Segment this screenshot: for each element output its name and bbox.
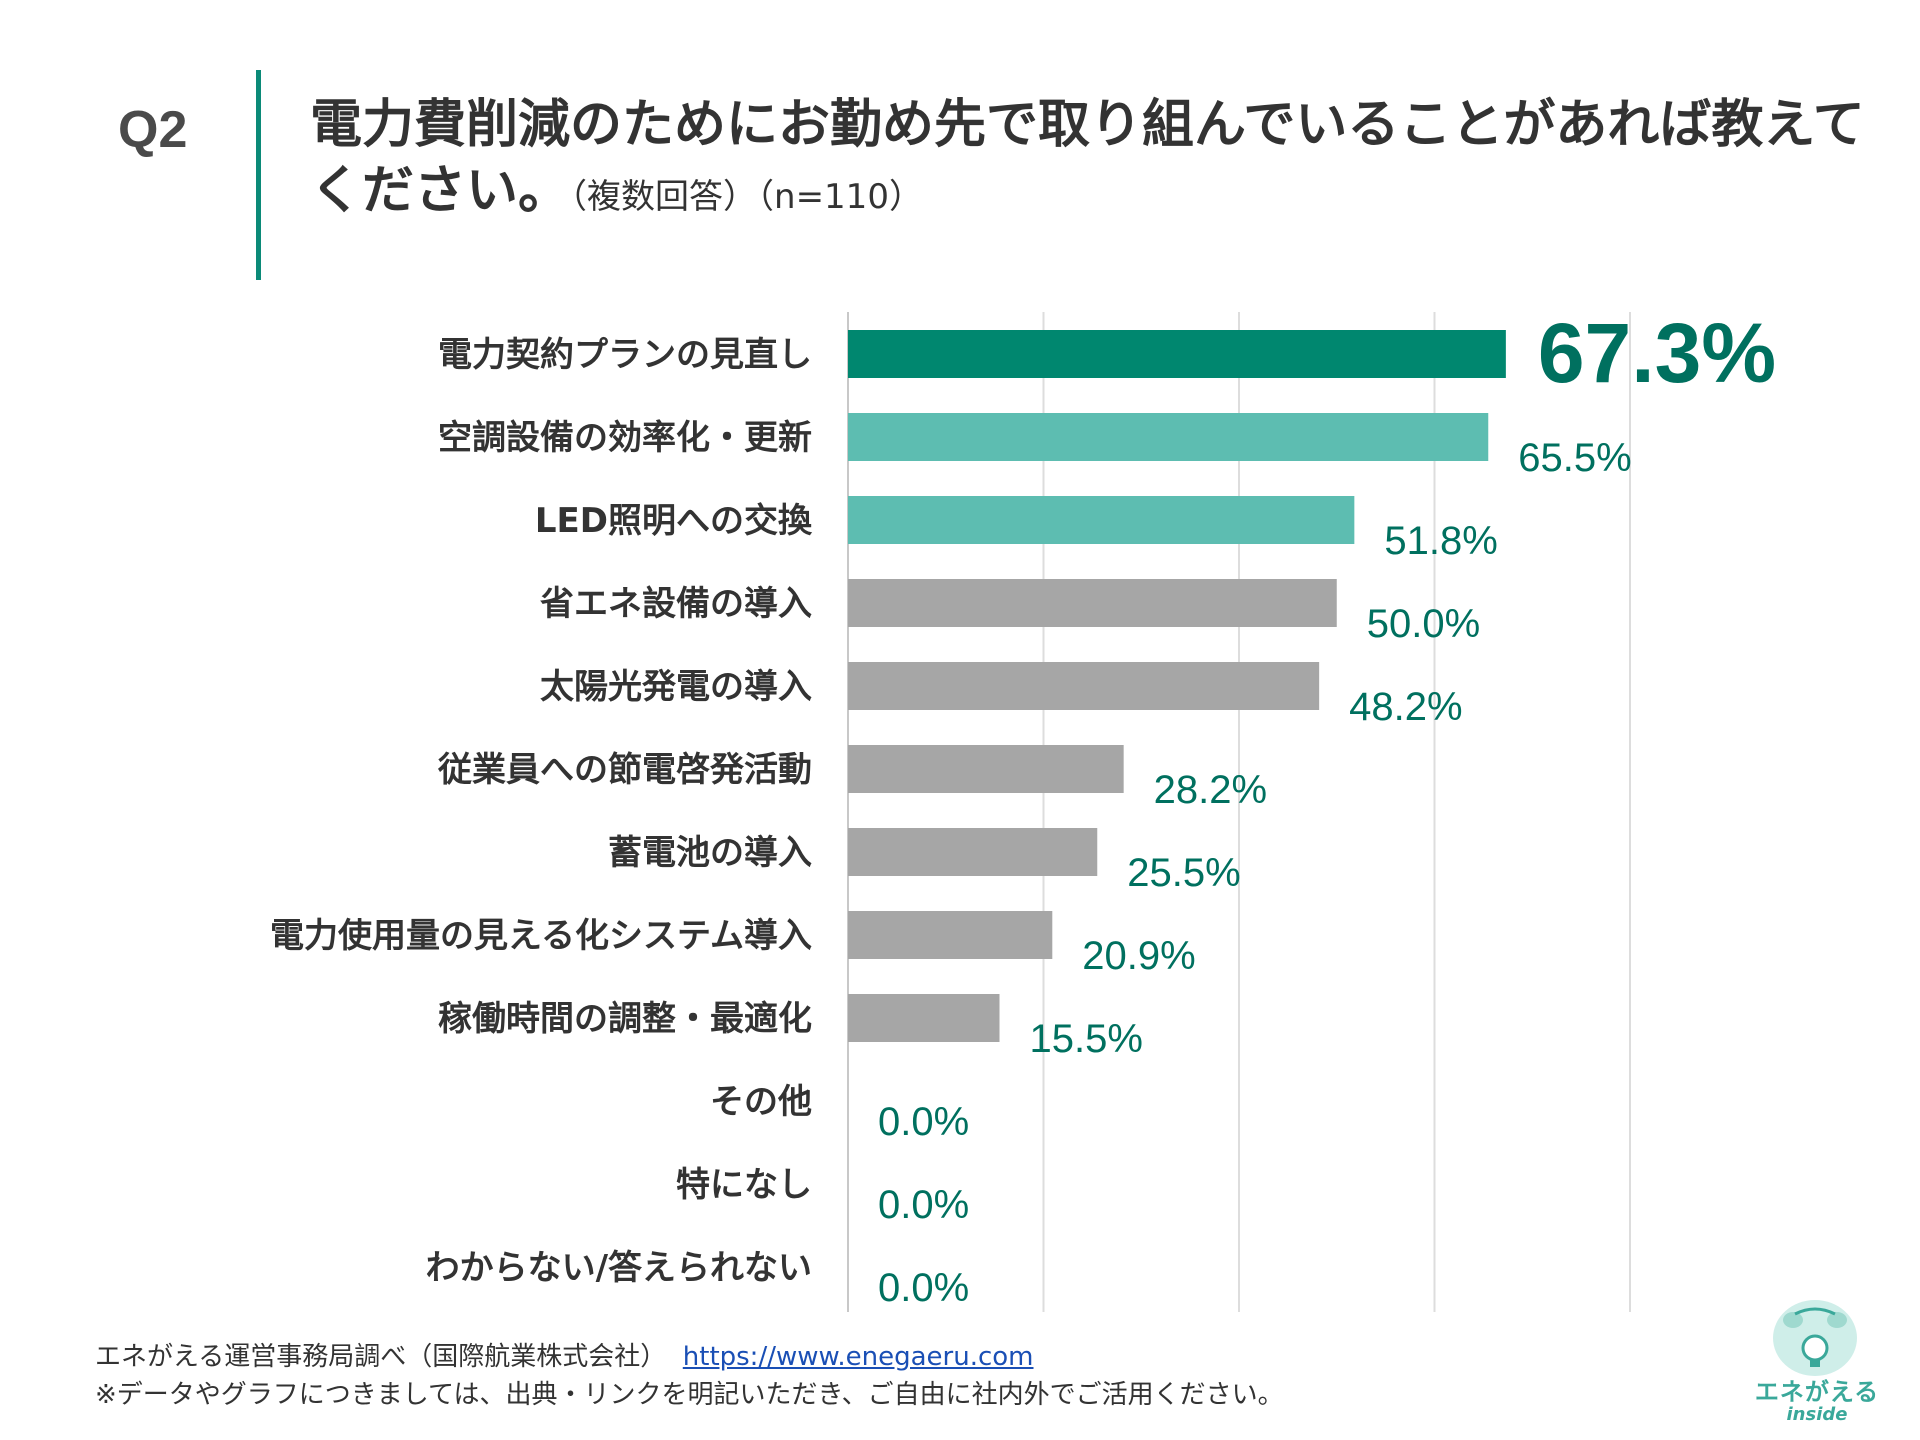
category-label: その他 [710,1082,812,1122]
category-label: 特になし [676,1165,812,1205]
value-label: 48.2% [1349,685,1462,729]
title-subtitle: （複数回答）（n=110） [570,177,923,217]
logo-name: エネがえる [1754,1378,1880,1406]
category-label: 稼働時間の調整・最適化 [438,999,812,1039]
logo-sub: inside [1786,1404,1848,1425]
bar [848,662,1320,710]
value-label: 67.3% [1538,306,1776,400]
bar [848,330,1506,378]
value-labels: 67.3% 65.5% 51.8% 50.0% 48.2% 28.2% 25.5% 20.9%… [878,306,1776,1310]
value-label: 0.0% [878,1100,969,1144]
page-title: 電力費削減のためにお勤め先で取り組んでいることがあれば教えてください。（複数回答… [310,92,1890,230]
bar [848,911,1053,959]
value-label: 0.0% [878,1266,969,1310]
grid-lines [847,312,1631,1312]
category-label: 電力使用量の見える化システム導入 [270,916,812,956]
header-divider [256,70,261,280]
bar [848,828,1098,876]
category-label: わからない/答えられない [426,1248,812,1288]
bar [848,413,1489,461]
footer: エネがえる運営事務局調べ（国際航業株式会社） https://www.enega… [95,1338,1284,1414]
question-number: Q2 [118,101,188,159]
value-label: 65.5% [1518,436,1631,480]
category-label: 省エネ設備の導入 [540,584,812,624]
category-label: 太陽光発電の導入 [540,667,812,707]
bar [848,994,1000,1042]
category-label: 蓄電池の導入 [608,833,812,873]
category-label: 電力契約プランの見直し [438,335,812,375]
source-text: エネがえる運営事務局調べ（国際航業株式会社） [95,1342,667,1372]
value-label: 20.9% [1082,934,1195,978]
lightbulb-mascot-logo [1773,1300,1857,1376]
value-label: 0.0% [878,1183,969,1227]
category-label: LED照明への交換 [535,501,813,541]
usage-note: ※データやグラフにつきましては、出典・リンクを明記いただき、ご自由に社内外でご活… [95,1380,1284,1410]
value-label: 50.0% [1367,602,1480,646]
value-label: 28.2% [1154,768,1267,812]
source-link[interactable]: https://www.enegaeru.com [682,1342,1034,1372]
value-label: 51.8% [1384,519,1497,563]
category-label: 空調設備の効率化・更新 [438,418,812,458]
title-text: 電力費削減のためにお勤め先で取り組んでいることがあれば教えてください。 [310,95,1865,221]
bar [848,579,1337,627]
bars [848,330,1506,1042]
value-label: 25.5% [1127,851,1240,895]
category-label: 従業員への節電啓発活動 [437,750,812,790]
bar [848,496,1355,544]
value-label: 15.5% [1030,1017,1143,1061]
bar [848,745,1124,793]
